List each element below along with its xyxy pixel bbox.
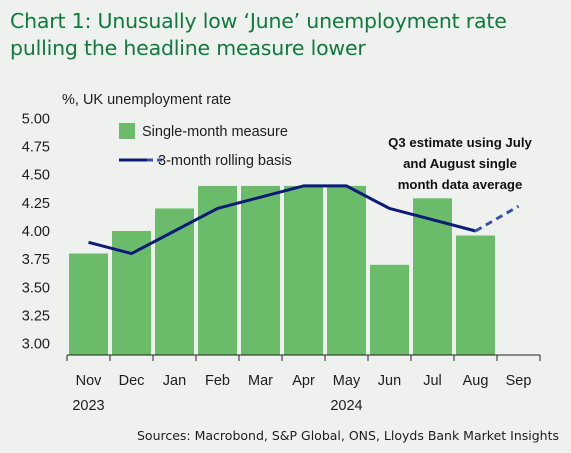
year-label: 2023: [72, 398, 104, 414]
bar-jan: [155, 208, 194, 355]
y-tick-label: 3.75: [22, 252, 50, 268]
x-tick-label: Aug: [463, 373, 489, 389]
x-tick-label: Jan: [163, 373, 186, 389]
x-tick-label: Jul: [423, 373, 442, 389]
y-tick-label: 5.00: [22, 111, 50, 127]
y-tick-label: 4.00: [22, 224, 50, 240]
bar-aug: [456, 235, 495, 355]
x-axis-labels: Nov Dec Jan Feb Mar Apr May Jun Jul Aug Sep 2023 202…: [66, 355, 541, 414]
legend-swatch-bar: [119, 123, 135, 139]
legend-label-line: 3-month rolling basis: [158, 153, 292, 169]
x-tick-label: Apr: [292, 373, 315, 389]
bar-mar: [241, 185, 280, 355]
line-series: [88, 184, 520, 256]
x-tick-label: Dec: [119, 373, 145, 389]
y-tick-label: 3.50: [22, 280, 50, 296]
legend: Single-month measure 3-month rolling bas…: [119, 123, 292, 169]
bar-apr: [284, 185, 323, 355]
annotation-line: month data average: [398, 177, 523, 192]
bar-series: [69, 185, 495, 355]
x-tick-label: Sep: [506, 373, 532, 389]
annotation-line: Q3 estimate using July: [388, 135, 532, 150]
rolling-average-line: [88, 184, 476, 256]
y-axis-ticks: 3.00 3.25 3.50 3.75 4.00 4.25 4.50 4.75 5.00: [22, 111, 50, 352]
y-tick-label: 4.50: [22, 168, 50, 184]
annotation-text: Q3 estimate using July and August single m…: [388, 135, 532, 192]
x-tick-label: May: [333, 373, 361, 389]
bar-feb: [198, 185, 237, 355]
y-tick-label: 3.00: [22, 337, 50, 353]
x-tick-label: Jun: [378, 373, 401, 389]
bar-nov: [69, 253, 108, 355]
bar-may: [327, 185, 366, 355]
y-tick-label: 3.25: [22, 309, 50, 325]
dashed-estimate-line: [474, 204, 520, 233]
x-tick-label: Mar: [248, 373, 273, 389]
annotation-line: and August single: [403, 156, 517, 171]
x-tick-label: Nov: [76, 373, 103, 389]
legend-label-bar: Single-month measure: [142, 124, 288, 140]
chart-title: Chart 1: Unusually low ‘June’ unemployme…: [10, 9, 507, 60]
x-tick-label: Feb: [205, 373, 230, 389]
year-label: 2024: [330, 398, 362, 414]
y-tick-label: 4.75: [22, 139, 50, 155]
source-note: Sources: Macrobond, S&P Global, ONS, Llo…: [136, 428, 559, 443]
y-tick-label: 4.25: [22, 196, 50, 212]
bar-jun: [370, 264, 409, 355]
y-axis-label: %, UK unemployment rate: [62, 92, 232, 108]
